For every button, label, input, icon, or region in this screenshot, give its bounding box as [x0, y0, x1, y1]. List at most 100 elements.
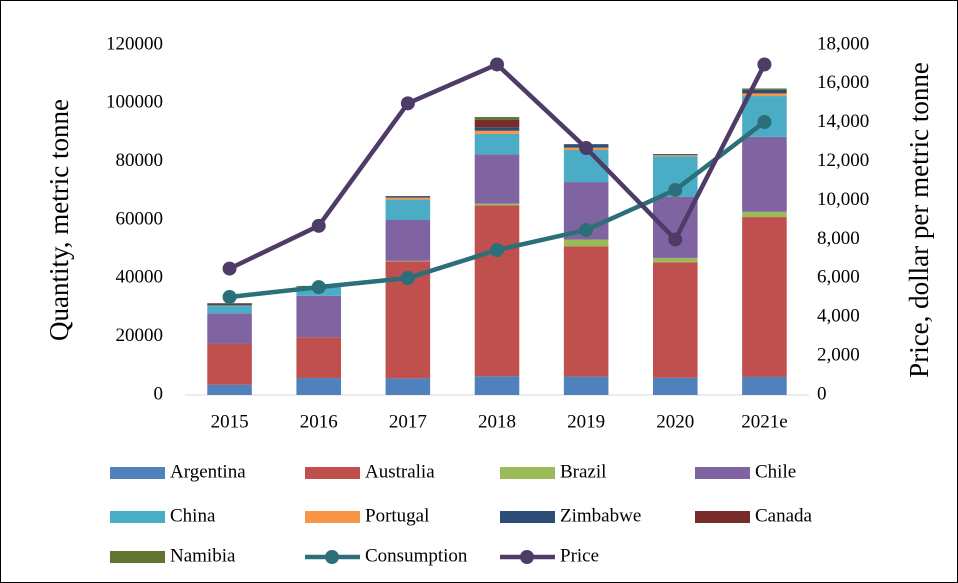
bar-segment [474, 130, 520, 134]
bar-segment [742, 217, 787, 377]
bar-segment [653, 377, 698, 395]
bar-segment [296, 337, 341, 379]
y-tick-label: 80000 [116, 150, 164, 171]
bar-segment [742, 89, 787, 94]
line-marker [668, 182, 683, 197]
y-tick-label: 40000 [116, 267, 164, 288]
legend-label: China [170, 505, 216, 526]
bar-segment [296, 295, 341, 338]
line-marker [311, 280, 326, 295]
legend-swatch [110, 467, 165, 479]
legend-swatch [695, 467, 750, 479]
line-marker [311, 218, 326, 233]
legend-label: Argentina [170, 461, 246, 482]
bar-segment [207, 384, 252, 395]
x-tick-label: 2018 [478, 411, 516, 432]
legend-swatch [305, 511, 360, 523]
bar-segment [742, 211, 787, 218]
legend-swatch [500, 511, 555, 523]
bar-segment [563, 376, 609, 395]
bar-segment [742, 376, 787, 395]
bar-segment [207, 306, 252, 314]
bar-segment [474, 119, 520, 128]
legend-swatch [695, 511, 750, 523]
bar-segment [474, 203, 520, 206]
legend-label: Brazil [560, 461, 606, 482]
y2-tick-label: 12,000 [817, 150, 869, 171]
bar-segment [742, 136, 787, 212]
line-marker [579, 222, 594, 237]
bar-segment [385, 378, 431, 395]
line-marker [757, 115, 772, 129]
legend-label: Price [560, 545, 599, 566]
legend-marker [520, 550, 534, 564]
bar-segment [385, 197, 431, 200]
line-marker [668, 232, 683, 247]
y2-tick-label: 8,000 [817, 228, 860, 249]
bar-segment [207, 305, 252, 307]
y2-tick-label: 16,000 [817, 72, 869, 93]
legend-label: Australia [365, 461, 435, 482]
x-tick-label: 2020 [656, 411, 694, 432]
bar-segment [296, 378, 341, 395]
legend-label: Chile [755, 461, 796, 482]
y2-tick-label: 18,000 [817, 33, 869, 54]
y2-tick-label: 10,000 [817, 189, 869, 210]
x-tick-label: 2015 [211, 411, 249, 432]
bar-segment [385, 260, 431, 262]
y2-tick-label: 6,000 [817, 267, 860, 288]
bar-segment [653, 154, 698, 156]
bar-segment [563, 246, 609, 377]
line-marker [400, 271, 415, 286]
legend-swatch [110, 511, 165, 523]
line-marker [400, 96, 415, 111]
bar-segment [207, 343, 252, 385]
line-marker [222, 290, 237, 304]
y-tick-label: 120000 [106, 33, 163, 54]
bar-segment [563, 239, 609, 247]
legend-label: Consumption [365, 545, 468, 566]
legend-swatch [500, 467, 555, 479]
y-axis-label: Quantity, metric tonne [44, 99, 74, 341]
y-tick-label: 100000 [106, 92, 163, 113]
bar-segment [742, 93, 787, 97]
bar-segment [385, 196, 431, 198]
bar-segment [207, 313, 252, 344]
legend-swatch [110, 551, 165, 563]
x-tick-label: 2021e [741, 411, 787, 432]
line-marker [490, 243, 504, 258]
y2-tick-label: 4,000 [817, 306, 860, 327]
bar-segment [474, 376, 520, 395]
bar-segment [474, 127, 520, 131]
legend-marker [325, 550, 339, 564]
bar-segment [385, 199, 431, 220]
y2-axis-label: Price, dollar per metric tonne [904, 62, 934, 378]
bar-segment [742, 88, 787, 90]
y2-tick-label: 0 [817, 383, 827, 404]
line-marker [757, 57, 772, 72]
legend-swatch [305, 467, 360, 479]
legend-label: Zimbabwe [560, 505, 641, 526]
y2-tick-label: 2,000 [817, 344, 860, 365]
y-tick-label: 20000 [116, 325, 164, 346]
legend-label: Namibia [170, 545, 236, 566]
bar-segment [474, 154, 520, 204]
bar-segment [474, 117, 520, 120]
bar-segment [207, 303, 252, 306]
bar-segment [474, 133, 520, 155]
x-tick-label: 2019 [567, 411, 605, 432]
legend-label: Portugal [365, 505, 429, 526]
bar-segment [653, 155, 698, 157]
bar-segment [653, 262, 698, 378]
line-marker [490, 57, 504, 72]
line-marker [222, 261, 237, 276]
y2-tick-label: 14,000 [817, 111, 869, 132]
line-marker [579, 141, 594, 156]
bar-segment [385, 220, 431, 261]
y-tick-label: 60000 [116, 208, 164, 229]
legend-label: Canada [755, 505, 813, 526]
bar-segment [474, 205, 520, 377]
x-tick-label: 2017 [389, 411, 427, 432]
x-tick-label: 2016 [300, 411, 338, 432]
